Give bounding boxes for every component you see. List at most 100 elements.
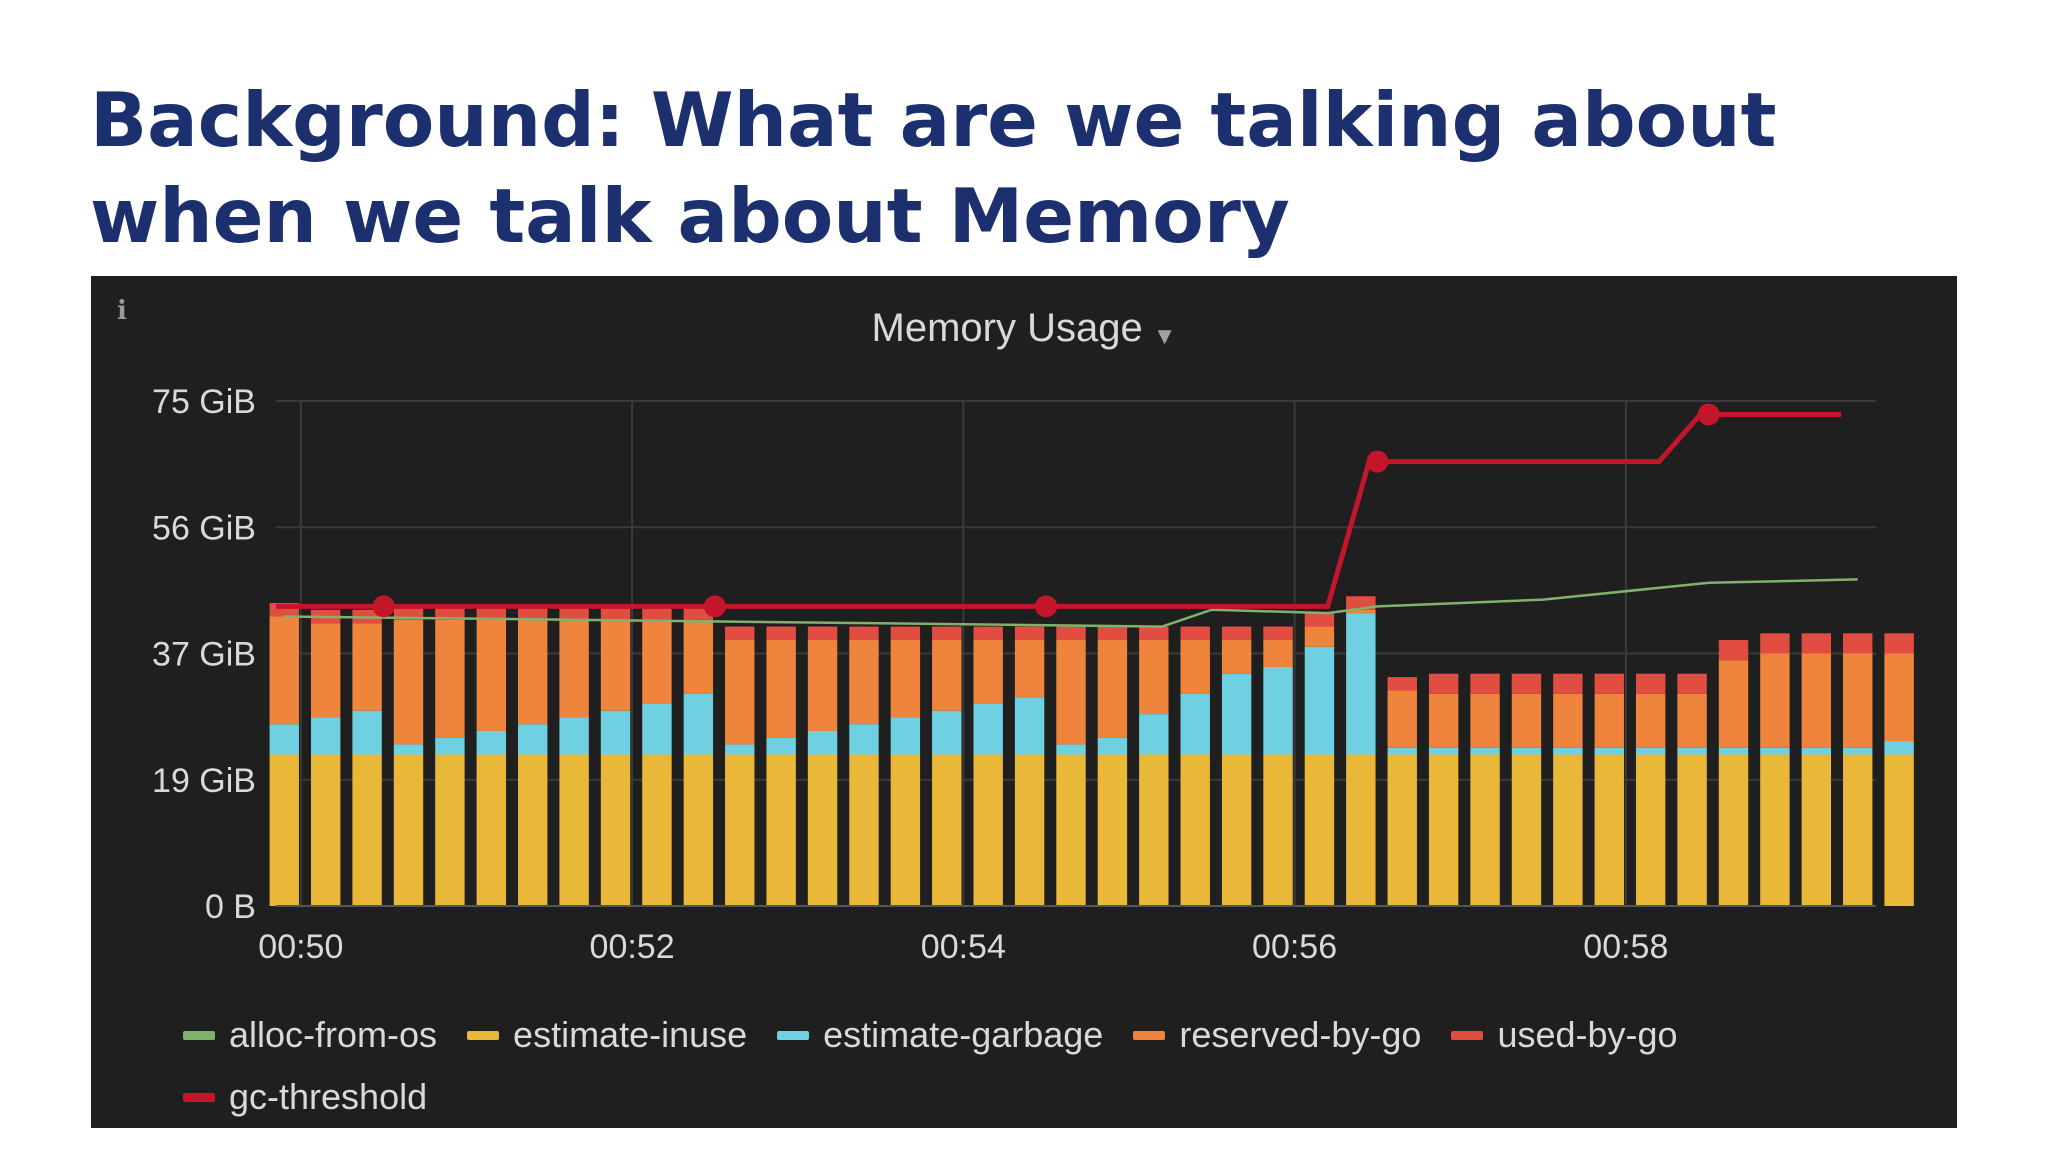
- bar-segment-estimate-garbage: [1553, 747, 1583, 755]
- bar-segment-used-by-go: [1594, 673, 1624, 694]
- bar-segment-reserved-by-go: [725, 640, 755, 745]
- bar-segment-estimate-garbage: [1428, 747, 1459, 755]
- bar-segment-reserved-by-go: [559, 619, 589, 718]
- chevron-down-icon[interactable]: ▼: [1152, 323, 1177, 350]
- bar-segment-estimate-inuse: [435, 754, 465, 906]
- bar-segment-estimate-garbage: [683, 693, 714, 755]
- bar-segment-estimate-inuse: [559, 754, 589, 906]
- legend-item-reserved-by-go[interactable]: reserved-by-go: [1133, 1014, 1421, 1056]
- marker-gc-threshold: [372, 595, 395, 618]
- bar-segment-estimate-inuse: [269, 754, 299, 906]
- bar-segment-estimate-inuse: [600, 754, 631, 906]
- bar-segment-reserved-by-go: [890, 640, 921, 718]
- bar-segment-used-by-go: [1180, 626, 1210, 641]
- bar-segment-reserved-by-go: [1056, 640, 1086, 745]
- bar-segment-used-by-go: [1677, 673, 1707, 694]
- bar-segment-used-by-go: [559, 606, 589, 620]
- bar-segment-estimate-garbage: [1843, 747, 1873, 755]
- bar-segment-estimate-inuse: [932, 754, 962, 906]
- bar-segment-estimate-inuse: [1553, 754, 1583, 906]
- bar-segment-estimate-garbage: [1263, 666, 1293, 755]
- bar-segment-used-by-go: [1139, 626, 1169, 641]
- bar-segment-estimate-inuse: [1180, 754, 1210, 906]
- bar-segment-used-by-go: [1843, 633, 1873, 654]
- legend-item-used-by-go[interactable]: used-by-go: [1451, 1014, 1678, 1056]
- bar-segment-estimate-garbage: [1387, 747, 1417, 755]
- legend-item-estimate-inuse[interactable]: estimate-inuse: [467, 1014, 747, 1056]
- x-tick-label: 00:50: [258, 928, 343, 966]
- legend-swatch: [183, 1092, 215, 1102]
- bar-segment-used-by-go: [1056, 626, 1086, 641]
- bar-segment-estimate-inuse: [1304, 754, 1335, 906]
- bar-segment-estimate-inuse: [1428, 754, 1459, 906]
- bar-segment-estimate-garbage: [1884, 741, 1914, 755]
- legend-item-alloc-from-os[interactable]: alloc-from-os: [183, 1014, 437, 1056]
- bar-segment-estimate-inuse: [518, 754, 548, 906]
- bar-segment-estimate-inuse: [642, 754, 672, 906]
- bar-segment-estimate-garbage: [476, 730, 507, 755]
- bar-segment-reserved-by-go: [1470, 693, 1500, 748]
- bar-segment-estimate-garbage: [310, 717, 341, 755]
- bar-segment-estimate-garbage: [393, 744, 424, 755]
- legend-swatch: [777, 1030, 810, 1040]
- bar-segment-reserved-by-go: [1346, 609, 1376, 614]
- chart-title-container[interactable]: Memory Usage ▼: [91, 306, 1957, 351]
- bar-segment-estimate-garbage: [849, 724, 879, 755]
- bar-segment-reserved-by-go: [642, 619, 672, 704]
- bar-segment-estimate-garbage: [600, 710, 631, 755]
- bar-segment-estimate-inuse: [1221, 754, 1252, 906]
- legend-label: estimate-inuse: [513, 1014, 748, 1055]
- legend-label: estimate-garbage: [823, 1014, 1104, 1055]
- legend-label: gc-threshold: [229, 1076, 428, 1117]
- bar-segment-estimate-garbage: [1056, 744, 1086, 755]
- bar-segment-estimate-inuse: [1635, 754, 1666, 906]
- bar-segment-estimate-inuse: [1346, 754, 1376, 906]
- bar-segment-used-by-go: [807, 626, 838, 641]
- bar-segment-estimate-garbage: [725, 744, 755, 755]
- bar-segment-used-by-go: [766, 626, 796, 641]
- y-tick-label: 19 GiB: [152, 762, 256, 800]
- bar-segment-used-by-go: [1428, 673, 1459, 694]
- x-tick-label: 00:54: [921, 928, 1006, 966]
- bar-segment-reserved-by-go: [1801, 653, 1832, 748]
- legend-item-estimate-garbage[interactable]: estimate-garbage: [777, 1014, 1103, 1056]
- bar-segment-estimate-inuse: [849, 754, 879, 906]
- bar-segment-reserved-by-go: [1221, 640, 1252, 674]
- bar-segment-reserved-by-go: [1843, 653, 1873, 748]
- bar-segment-reserved-by-go: [600, 619, 631, 711]
- bar-segment-estimate-garbage: [1718, 747, 1749, 755]
- bar-segment-reserved-by-go: [435, 619, 465, 738]
- bar-segment-estimate-garbage: [1594, 747, 1624, 755]
- bar-segment-used-by-go: [1470, 673, 1500, 694]
- bar-segment-estimate-inuse: [310, 754, 341, 906]
- bar-segment-used-by-go: [1263, 626, 1293, 641]
- bar-segment-reserved-by-go: [973, 640, 1003, 704]
- bar-segment-reserved-by-go: [352, 623, 382, 711]
- bar-segment-used-by-go: [890, 626, 921, 641]
- bar-segment-reserved-by-go: [1884, 653, 1914, 742]
- bar-segment-estimate-garbage: [269, 724, 299, 755]
- legend-label: reserved-by-go: [1179, 1014, 1422, 1055]
- bar-segment-estimate-garbage: [932, 710, 962, 755]
- bar-segment-reserved-by-go: [1428, 693, 1459, 748]
- bar-segment-estimate-garbage: [766, 737, 796, 755]
- bar-segment-estimate-inuse: [1263, 754, 1293, 906]
- bar-segment-estimate-garbage: [890, 717, 921, 755]
- chart-title[interactable]: Memory Usage: [871, 306, 1143, 350]
- bar-segment-used-by-go: [1387, 677, 1417, 691]
- bar-segment-used-by-go: [1221, 626, 1252, 641]
- bar-segment-reserved-by-go: [1263, 640, 1293, 667]
- bar-segment-used-by-go: [1014, 626, 1045, 641]
- bar-segment-estimate-inuse: [1387, 754, 1417, 906]
- bar-segment-reserved-by-go: [310, 623, 341, 718]
- bar-segment-used-by-go: [476, 606, 507, 620]
- legend-item-gc-threshold[interactable]: gc-threshold: [183, 1076, 427, 1118]
- bar-segment-estimate-inuse: [1884, 754, 1914, 906]
- chart-panel: i Memory Usage ▼ 0 B 19 GiB 37 GiB 56 GiB 75 …: [91, 276, 1957, 1128]
- bar-segment-reserved-by-go: [683, 619, 714, 694]
- bar-segment-used-by-go: [1511, 673, 1542, 694]
- bar-segment-reserved-by-go: [1553, 693, 1583, 748]
- info-icon[interactable]: i: [117, 296, 127, 326]
- bar-segment-estimate-inuse: [1594, 754, 1624, 906]
- bar-segment-estimate-inuse: [890, 754, 921, 906]
